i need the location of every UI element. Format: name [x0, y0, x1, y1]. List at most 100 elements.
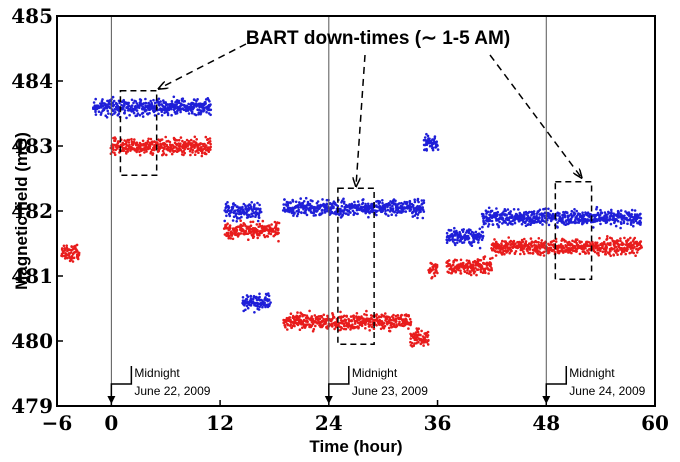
data-point [123, 102, 126, 105]
data-point [575, 250, 578, 253]
data-point [369, 323, 372, 327]
data-point [419, 210, 422, 214]
data-point [297, 210, 301, 214]
data-point [500, 243, 504, 247]
y-tick-label: 481 [11, 264, 53, 288]
data-point [179, 142, 182, 145]
data-point [160, 146, 164, 149]
data-point [452, 261, 455, 264]
data-point [346, 213, 350, 216]
data-point [564, 239, 567, 243]
data-point [378, 201, 382, 204]
data-point [619, 209, 623, 212]
data-point [426, 343, 430, 346]
data-point [367, 215, 370, 219]
data-point [469, 263, 473, 267]
data-point [153, 147, 156, 151]
data-point [569, 218, 573, 221]
data-point [575, 215, 578, 218]
data-point [547, 207, 550, 211]
data-point [381, 201, 384, 205]
data-point [633, 245, 636, 249]
data-point [504, 247, 507, 250]
data-point [132, 101, 135, 105]
data-point [259, 207, 262, 211]
data-point [595, 207, 598, 211]
data-point [575, 221, 579, 224]
data-point [486, 210, 490, 214]
data-point [472, 231, 475, 235]
data-point [423, 136, 427, 139]
data-point [525, 219, 529, 222]
data-point [153, 114, 157, 117]
data-point [162, 153, 165, 156]
midnight-label-line2: June 22, 2009 [134, 384, 210, 398]
data-point [311, 317, 315, 321]
data-point [193, 98, 196, 102]
data-point [254, 215, 257, 218]
data-point [250, 212, 254, 215]
data-point [488, 268, 491, 272]
data-point [383, 324, 387, 328]
data-point [179, 148, 182, 151]
data-point [479, 270, 483, 274]
data-point [106, 99, 109, 103]
data-point [259, 210, 263, 214]
data-point [76, 257, 80, 261]
data-point [208, 137, 212, 140]
data-point [408, 317, 412, 321]
data-point [270, 223, 273, 226]
data-point [365, 313, 368, 317]
data-point [237, 232, 241, 235]
data-point [113, 151, 116, 155]
data-point [132, 111, 136, 115]
data-point [383, 322, 386, 325]
data-point [454, 233, 457, 237]
data-point [619, 237, 622, 240]
data-point [308, 309, 311, 313]
data-point [339, 310, 342, 314]
data-point [148, 111, 151, 115]
data-point [379, 315, 383, 319]
data-point [390, 213, 394, 216]
data-point [126, 150, 129, 153]
data-point [322, 313, 326, 317]
series-0-segment-3 [281, 196, 426, 220]
data-point [409, 337, 413, 340]
data-point [362, 198, 365, 201]
data-point [60, 247, 64, 250]
data-point [245, 304, 249, 308]
data-point [603, 211, 607, 214]
data-point [226, 201, 229, 204]
data-point [530, 242, 533, 245]
data-point [482, 257, 486, 261]
data-point [630, 213, 633, 216]
data-point [400, 313, 404, 317]
data-point [528, 216, 532, 219]
data-point [573, 208, 576, 211]
data-point [554, 240, 558, 243]
data-point [204, 152, 208, 156]
data-point [386, 208, 390, 212]
data-point [205, 110, 208, 114]
data-point [626, 222, 629, 225]
data-point [384, 312, 387, 315]
data-point [250, 201, 253, 204]
data-point [258, 222, 262, 226]
data-point [616, 247, 619, 251]
data-point [235, 212, 238, 215]
data-point [250, 230, 253, 234]
data-point [371, 318, 374, 321]
data-point [153, 105, 156, 109]
data-point [343, 314, 346, 318]
data-point [423, 336, 427, 339]
data-point [491, 256, 494, 260]
data-point [261, 224, 264, 228]
data-point [127, 101, 130, 105]
data-point [204, 144, 208, 147]
midnight-arrowhead [542, 396, 551, 404]
data-point [533, 212, 536, 216]
data-point [258, 295, 261, 299]
data-point [489, 257, 492, 261]
data-point [413, 200, 417, 204]
